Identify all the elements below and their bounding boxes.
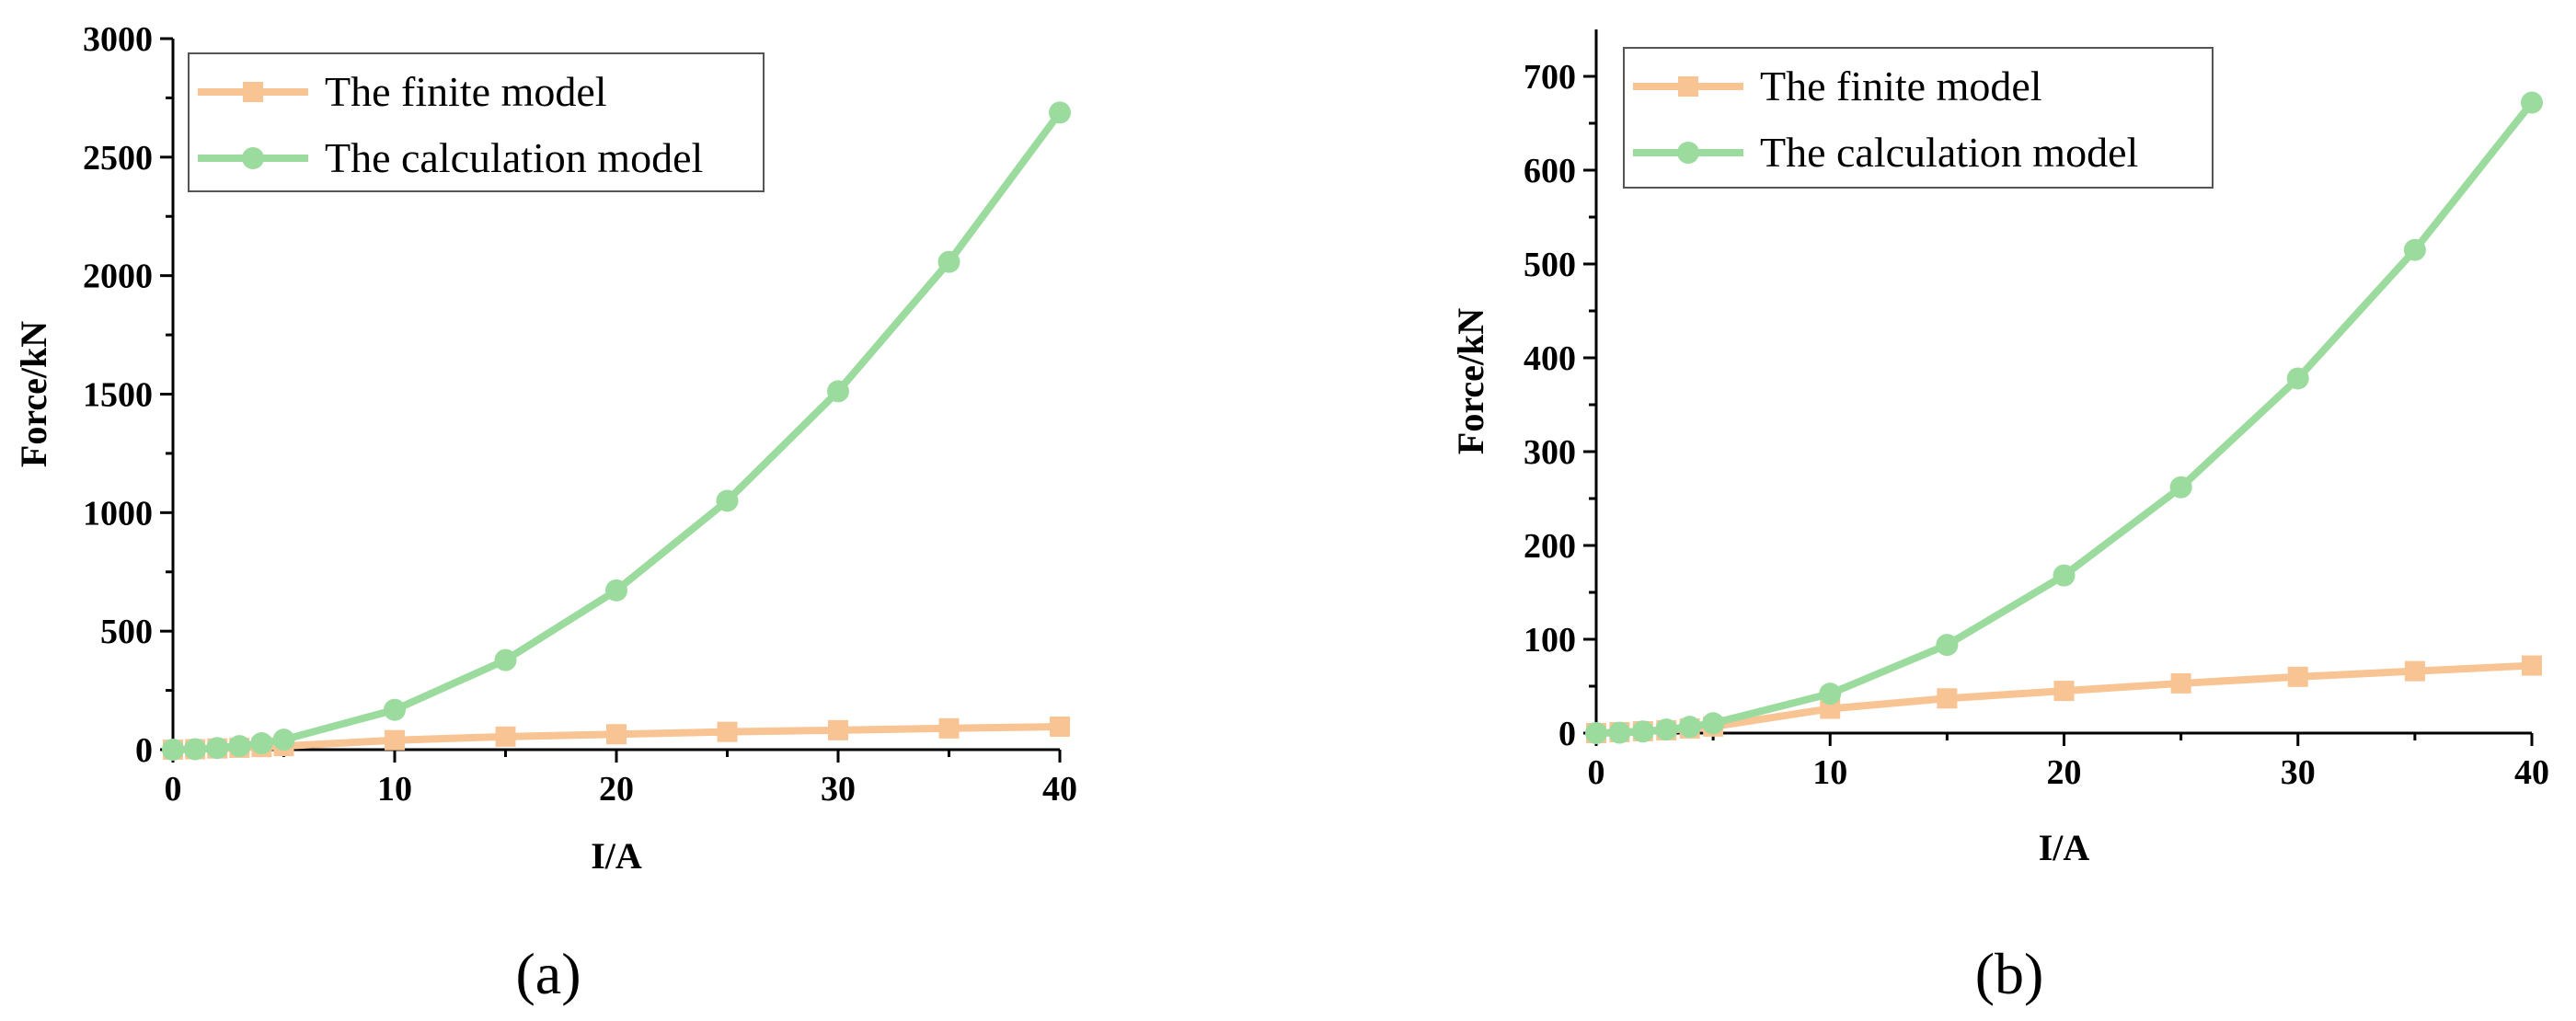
chart-a-series-calculation-point [716, 489, 739, 512]
chart-b-series-calculation-point [2286, 367, 2309, 390]
chart-a-y-tick-label: 0 [135, 731, 153, 770]
chart-a-series-calculation-point [384, 698, 406, 721]
chart-b-series-calculation-point [2169, 476, 2192, 499]
chart-b-series-calculation-point [1585, 722, 1607, 744]
chart-b-series-calculation-point [2053, 564, 2076, 587]
chart-b-series-calculation-point [1702, 712, 1725, 735]
chart-a-series-calculation-point [937, 250, 960, 273]
chart-a-panel-label: (a) [515, 941, 581, 1006]
chart-b-legend-box [1623, 47, 2214, 189]
chart-panel-a: 0 10 20 30 40 0 500 1000 1500 2000 2500 3000 I/A Forc… [13, 20, 1077, 1006]
chart-a-series-finite-point [495, 726, 516, 747]
chart-a-legend-label: The finite model [325, 68, 607, 115]
chart-b-x-tick-label: 40 [2514, 753, 2549, 792]
chart-a-series-calculation-line [169, 109, 1064, 753]
chart-a-series-calculation-point [206, 737, 229, 760]
chart-a-series-calculation-point [184, 738, 207, 761]
chart-a-y-tick-label: 3000 [83, 20, 153, 59]
chart-b-series-calculation-point [1819, 683, 1842, 706]
chart-b-y-tick-label: 500 [1524, 246, 1576, 284]
chart-a-x-tick-label: 40 [1042, 770, 1077, 809]
chart-a-series-calculation-point [605, 579, 627, 602]
chart-b-x-tick-label: 0 [1588, 753, 1605, 792]
chart-a-series-calculation-point [162, 739, 184, 761]
chart-a-x-tick-label: 0 [165, 770, 182, 809]
chart-a-x-tick-label: 10 [377, 770, 412, 809]
chart-b-series-finite-point [1937, 688, 1958, 709]
chart-a-y-tick-label: 1000 [83, 494, 153, 533]
chart-b-y-axis-title: Force/kN [1450, 308, 1491, 454]
chart-b-y-tick-label: 100 [1524, 621, 1576, 660]
chart-b-legend-marker [1677, 142, 1699, 164]
chart-b-y-tick-label: 200 [1524, 527, 1576, 566]
chart-b-x-tick-label: 20 [2047, 753, 2082, 792]
chart-a-series-calculation-point [250, 732, 273, 755]
chart-a-series-calculation-point [494, 648, 517, 671]
chart-a-legend-label: The calculation model [325, 134, 703, 181]
chart-b-series-finite-point [1820, 698, 1841, 719]
chart-b-series-finite-point [2053, 681, 2075, 702]
chart-a-y-axis-title: Force/kN [13, 321, 54, 467]
chart-a-series-calculation-point [272, 728, 295, 751]
chart-a-y-tick-label: 2000 [83, 258, 153, 296]
chart-a-series-finite-point [828, 719, 848, 740]
chart-b-series-calculation-point [1678, 716, 1701, 739]
chart-b-series-finite-point [2287, 666, 2308, 687]
chart-b-legend-marker [1678, 76, 1698, 97]
chart-b-series-calculation-point [1655, 718, 1678, 741]
chart-b-y-tick-label: 600 [1524, 152, 1576, 190]
chart-a-series-finite-point [385, 729, 405, 751]
chart-b-x-tick-label: 30 [2281, 753, 2316, 792]
chart-a-legend-box [188, 52, 765, 192]
chart-a-series-finite-point [1050, 717, 1070, 738]
chart-a-y-tick-label: 1500 [83, 376, 153, 415]
chart-a-legend-marker [242, 147, 264, 169]
chart-b-series-calculation-point [1936, 634, 1959, 657]
chart-a-series-calculation-point [827, 380, 849, 403]
chart-a-series-calculation-point [1049, 101, 1071, 124]
chart-a-legend-marker [243, 82, 263, 102]
chart-b-y-tick-label: 300 [1524, 433, 1576, 472]
chart-a-y-tick-label: 500 [100, 613, 153, 651]
chart-a-series-finite-point [606, 724, 627, 745]
chart-b-legend-label: The finite model [1760, 63, 2042, 109]
chart-b-legend-label: The calculation model [1760, 129, 2138, 176]
chart-b-legend: The finite model The calculation model [1623, 47, 2214, 189]
chart-b-series-finite-point [2522, 655, 2542, 676]
chart-b-x-axis-title: I/A [2039, 827, 2090, 868]
chart-a-x-tick-label: 20 [599, 770, 634, 809]
chart-b-y-tick-label: 0 [1558, 715, 1576, 753]
chart-a-x-tick-label: 30 [821, 770, 856, 809]
chart-b-series-calculation-point [2521, 91, 2543, 114]
chart-b-y-tick-label: 700 [1524, 58, 1576, 97]
chart-b-y-tick-label: 400 [1524, 339, 1576, 378]
chart-a-x-axis-title: I/A [591, 835, 642, 877]
chart-panel-b: 0 10 20 30 400100200300400500600700I/AForce/… [1450, 29, 2549, 1006]
chart-a-legend: The finite model The calculation model [188, 52, 765, 192]
chart-a-series-calculation-point [228, 735, 251, 758]
chart-b-series-finite-point [2404, 660, 2425, 682]
chart-a-series-finite-point [717, 721, 738, 742]
chart-b-panel-label: (b) [1975, 941, 2044, 1006]
chart-b-series-calculation-point [1608, 721, 1631, 744]
chart-b-series-calculation-point [2403, 238, 2426, 261]
chart-b-x-tick-label: 10 [1812, 753, 1847, 792]
chart-b-series-calculation-line [1593, 98, 2536, 737]
chart-a-series-finite-point [938, 717, 960, 739]
chart-b-series-calculation-point [1631, 720, 1654, 743]
chart-b-series-finite-point [2170, 672, 2191, 694]
chart-a-y-tick-label: 2500 [83, 139, 153, 178]
